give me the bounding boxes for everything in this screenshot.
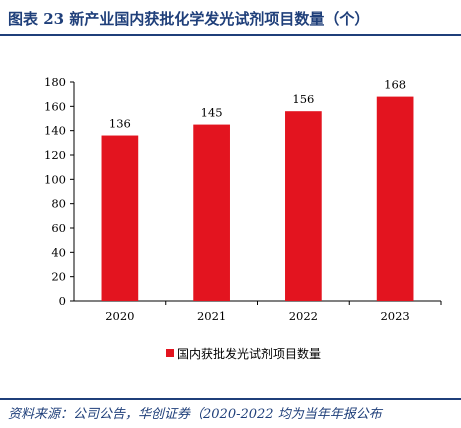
legend-swatch <box>166 349 174 357</box>
chart-legend: 国内获批发光试剂项目数量 <box>166 346 321 361</box>
y-tick-label: 20 <box>51 270 66 284</box>
chart-bars <box>101 96 414 301</box>
y-tick-label: 40 <box>51 245 66 259</box>
legend-label: 国内获批发光试剂项目数量 <box>177 346 321 361</box>
bar <box>193 124 230 301</box>
bar <box>285 111 322 301</box>
chart-axes: 0 20 40 60 80 100 120 140 160 180 <box>44 75 442 308</box>
y-tick-label: 160 <box>44 99 66 113</box>
y-tick-label: 80 <box>51 197 66 211</box>
source-divider <box>0 398 461 400</box>
y-tick-label: 0 <box>59 294 66 308</box>
data-label: 168 <box>384 78 406 92</box>
bar <box>376 96 414 301</box>
y-tick-label: 100 <box>44 172 66 186</box>
data-label: 145 <box>201 106 223 120</box>
bar <box>101 135 139 301</box>
x-tick-label: 2021 <box>197 309 226 323</box>
data-label: 136 <box>109 117 131 131</box>
y-tick-label: 140 <box>44 124 66 138</box>
y-tick-label: 180 <box>44 75 66 89</box>
chart-labels: 2020 136 2021 145 2022 156 2023 168 <box>105 78 410 323</box>
x-tick-label: 2020 <box>105 309 134 323</box>
title-divider <box>0 34 461 36</box>
y-tick-label: 120 <box>44 148 66 162</box>
figure-title: 图表 23 新产业国内获批化学发光试剂项目数量（个） <box>8 10 370 28</box>
x-tick-label: 2023 <box>380 309 409 323</box>
y-tick-label: 60 <box>51 221 66 235</box>
x-tick-label: 2022 <box>289 309 318 323</box>
source-note: 资料来源：公司公告，华创证券（2020-2022 均为当年年报公布 <box>8 407 382 422</box>
data-label: 156 <box>292 92 314 106</box>
